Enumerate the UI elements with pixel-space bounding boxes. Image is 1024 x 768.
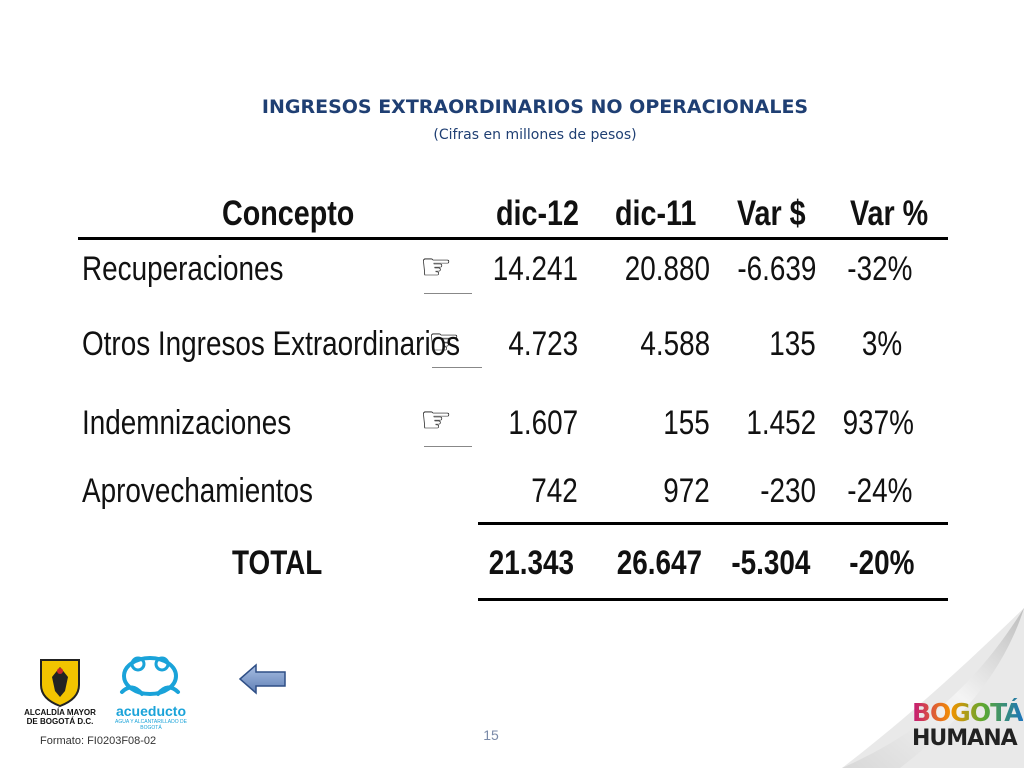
- pointing-hand-icon[interactable]: ☞: [420, 246, 453, 287]
- row-concepto-indemnizaciones: Indemnizaciones: [82, 404, 292, 442]
- bogota-text: BOGOTÁ: [912, 698, 1024, 727]
- page-subtitle: (Cifras en millones de pesos): [433, 127, 637, 143]
- column-header-dic12: dic-12: [496, 194, 579, 233]
- row-concepto-aprovechamientos: Aprovechamientos: [82, 472, 313, 510]
- alcaldia-line2: DE BOGOTÁ D.C.: [26, 717, 94, 726]
- header-divider: [78, 237, 948, 240]
- total-var-abs: -5.304: [730, 544, 810, 582]
- row-var-abs: 1.452: [746, 404, 816, 442]
- row-dic12: 4.723: [508, 325, 578, 363]
- page-title: INGRESOS EXTRAORDINARIOS NO OPERACIONALE…: [261, 96, 809, 118]
- total-dic11: 26.647: [616, 544, 702, 582]
- row-dic11: 972: [663, 472, 710, 510]
- link-underline: [424, 293, 472, 294]
- row-var-abs: 135: [769, 325, 816, 363]
- column-header-var-pct: Var %: [850, 194, 929, 233]
- alcaldia-line1: ALCALDÍA MAYOR: [24, 708, 96, 717]
- back-arrow-icon[interactable]: [238, 662, 288, 696]
- row-var-pct: -24%: [846, 472, 912, 510]
- acueducto-name: acueducto: [115, 703, 186, 719]
- row-concepto-recuperaciones: Recuperaciones: [82, 250, 284, 288]
- total-var-pct: -20%: [848, 544, 914, 582]
- column-header-var-abs: Var $: [737, 194, 806, 233]
- column-header-dic11: dic-11: [615, 194, 697, 233]
- column-header-concepto: Concepto: [222, 194, 355, 233]
- total-bottom-divider: [478, 598, 948, 601]
- link-underline: [424, 446, 472, 447]
- total-top-divider: [478, 522, 948, 525]
- pointing-hand-icon[interactable]: ☞: [420, 399, 453, 440]
- link-underline: [432, 367, 482, 368]
- row-concepto-otros-ingresos: Otros Ingresos Extraordinarios: [82, 325, 461, 363]
- format-code: Formato: FI0203F08-02: [40, 735, 157, 747]
- frog-logo-icon: [120, 656, 180, 696]
- bogota-logo-line1: BOGOTÁ: [912, 698, 1024, 727]
- page-curl-icon: [842, 608, 1024, 768]
- row-dic12: 14.241: [492, 250, 578, 288]
- total-dic12: 21.343: [488, 544, 574, 582]
- row-dic11: 20.880: [624, 250, 710, 288]
- row-var-pct: 3%: [861, 325, 902, 363]
- total-label: TOTAL: [232, 544, 323, 582]
- acueducto-subtitle: AGUA Y ALCANTARILLADO DE BOGOTÁ: [115, 719, 187, 731]
- row-dic11: 4.588: [640, 325, 710, 363]
- row-var-abs: -230: [760, 472, 816, 510]
- page-number: 15: [483, 727, 499, 743]
- row-dic11: 155: [663, 404, 710, 442]
- row-var-pct: -32%: [846, 250, 912, 288]
- row-var-pct: 937%: [842, 404, 914, 442]
- pointing-hand-icon[interactable]: ☞: [428, 321, 461, 362]
- row-dic12: 1.607: [508, 404, 578, 442]
- row-dic12: 742: [531, 472, 578, 510]
- row-var-abs: -6.639: [736, 250, 816, 288]
- humana-text: HUMANA: [912, 726, 1018, 751]
- coat-of-arms-icon: [40, 659, 80, 707]
